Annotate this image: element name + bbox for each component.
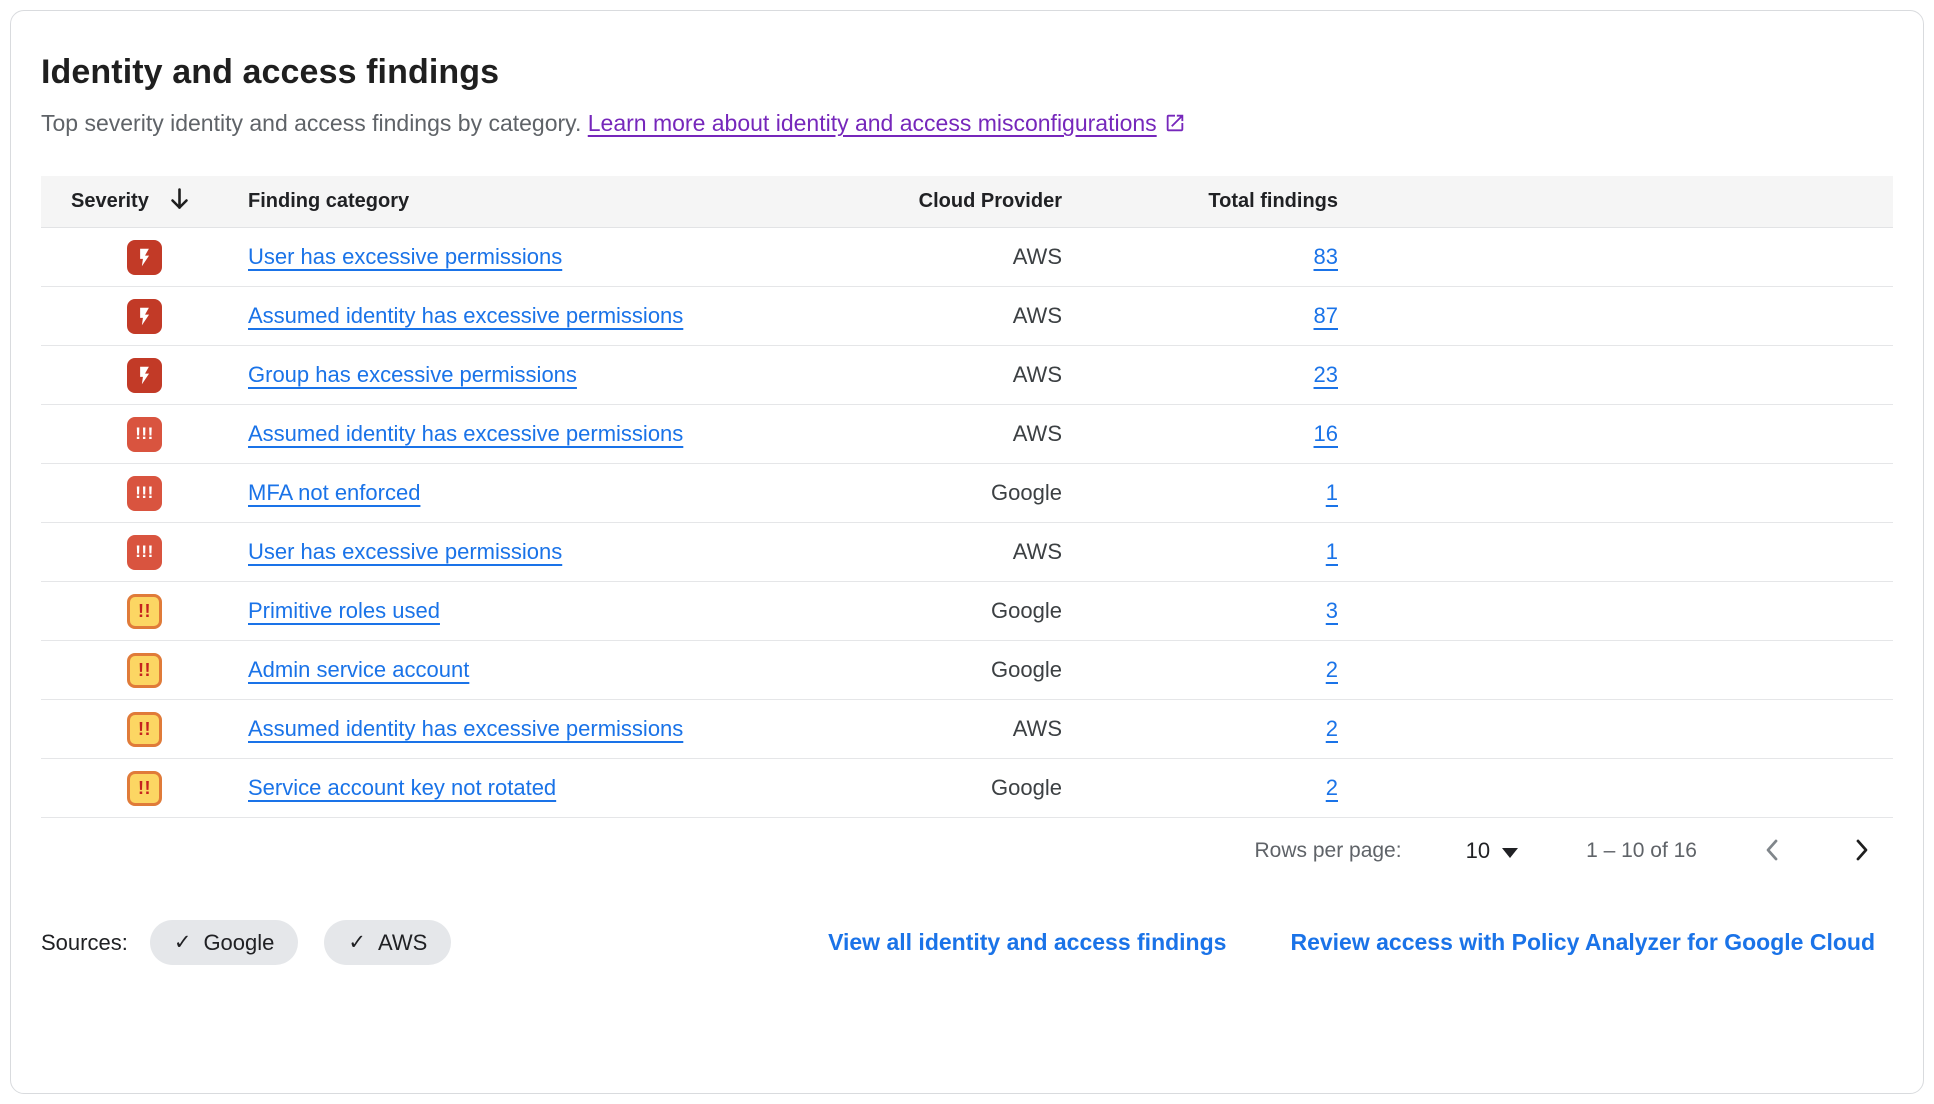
next-page-button[interactable] bbox=[1843, 833, 1879, 869]
chip-label: Google bbox=[203, 929, 275, 955]
column-header-finding-category[interactable]: Finding category bbox=[248, 190, 410, 212]
severity-header-label: Severity bbox=[71, 190, 149, 212]
finding-category-link[interactable]: User has excessive permissions bbox=[248, 539, 563, 564]
learn-more-label: Learn more about identity and access mis… bbox=[587, 110, 1157, 136]
critical-severity-icon bbox=[127, 239, 162, 275]
chip-label: AWS bbox=[378, 929, 428, 955]
lightning-bolt-icon bbox=[140, 307, 150, 325]
finding-category-link[interactable]: MFA not enforced bbox=[248, 480, 421, 505]
sort-descending-icon bbox=[167, 186, 192, 218]
medium-severity-icon: !! bbox=[127, 652, 162, 688]
high-severity-icon: !!! bbox=[127, 416, 162, 452]
finding-category-link[interactable]: Primitive roles used bbox=[248, 598, 440, 623]
cloud-provider-value: Google bbox=[991, 598, 1062, 623]
subtitle-text: Top severity identity and access finding… bbox=[41, 110, 582, 136]
critical-severity-icon bbox=[127, 357, 162, 393]
rows-per-page-value: 10 bbox=[1465, 838, 1491, 863]
total-findings-link[interactable]: 87 bbox=[1313, 303, 1338, 328]
high-severity-icon: !!! bbox=[127, 534, 162, 570]
source-filter-chip-google[interactable]: ✓ Google bbox=[149, 920, 299, 965]
rows-per-page-dropdown[interactable]: 10 bbox=[1460, 837, 1524, 865]
finding-category-link[interactable]: Group has excessive permissions bbox=[248, 362, 577, 387]
total-findings-link[interactable]: 16 bbox=[1313, 421, 1338, 446]
view-all-findings-link[interactable]: View all identity and access findings bbox=[828, 929, 1227, 955]
total-findings-link[interactable]: 3 bbox=[1325, 598, 1338, 623]
rows-per-page-label: Rows per page: bbox=[1254, 839, 1402, 862]
finding-category-link[interactable]: Assumed identity has excessive permissio… bbox=[248, 303, 684, 328]
critical-severity-icon bbox=[127, 298, 162, 334]
table-row: Group has excessive permissions AWS 23 bbox=[41, 346, 1893, 405]
column-header-severity[interactable]: Severity bbox=[41, 186, 248, 218]
footer-bar: Sources: ✓ Google ✓ AWS View all identit… bbox=[41, 920, 1893, 965]
cloud-provider-value: AWS bbox=[1012, 421, 1062, 446]
learn-more-link[interactable]: Learn more about identity and access mis… bbox=[588, 110, 1186, 136]
table-header-row: Severity Finding category Cloud Provider… bbox=[41, 176, 1893, 228]
lightning-bolt-icon bbox=[140, 248, 150, 266]
table-row: !! Assumed identity has excessive permis… bbox=[41, 700, 1893, 759]
column-header-cloud-provider[interactable]: Cloud Provider bbox=[918, 190, 1062, 212]
dropdown-caret-icon bbox=[1502, 847, 1519, 858]
cloud-provider-value: AWS bbox=[1012, 244, 1062, 269]
total-findings-link[interactable]: 23 bbox=[1313, 362, 1338, 387]
total-findings-link[interactable]: 83 bbox=[1313, 244, 1338, 269]
page-title: Identity and access findings bbox=[41, 53, 500, 91]
check-icon: ✓ bbox=[348, 931, 366, 954]
sources-label: Sources: bbox=[41, 929, 128, 955]
table-row: Assumed identity has excessive permissio… bbox=[41, 287, 1893, 346]
total-findings-link[interactable]: 2 bbox=[1325, 657, 1338, 682]
table-body: User has excessive permissions AWS 83 As… bbox=[41, 228, 1893, 818]
total-findings-link[interactable]: 2 bbox=[1325, 775, 1338, 800]
pagination-range-label: 1 – 10 of 16 bbox=[1586, 839, 1697, 862]
footer-links: View all identity and access findings Re… bbox=[828, 929, 1893, 956]
cloud-provider-value: AWS bbox=[1012, 716, 1062, 741]
cloud-provider-value: Google bbox=[991, 775, 1062, 800]
high-severity-icon: !!! bbox=[127, 475, 162, 511]
table-row: User has excessive permissions AWS 83 bbox=[41, 228, 1893, 287]
review-access-policy-analyzer-link[interactable]: Review access with Policy Analyzer for G… bbox=[1290, 929, 1875, 955]
previous-page-button[interactable] bbox=[1755, 833, 1791, 869]
table-row: !! Admin service account Google 2 bbox=[41, 641, 1893, 700]
finding-category-link[interactable]: Service account key not rotated bbox=[248, 775, 557, 800]
chevron-right-icon bbox=[1848, 836, 1874, 867]
total-findings-link[interactable]: 1 bbox=[1325, 539, 1338, 564]
table-row: !!! MFA not enforced Google 1 bbox=[41, 464, 1893, 523]
cloud-provider-value: Google bbox=[991, 480, 1062, 505]
table-row: !!! User has excessive permissions AWS 1 bbox=[41, 523, 1893, 582]
check-icon: ✓ bbox=[173, 931, 192, 954]
lightning-bolt-icon bbox=[140, 366, 150, 384]
finding-category-link[interactable]: Assumed identity has excessive permissio… bbox=[248, 421, 684, 446]
chevron-left-icon bbox=[1760, 836, 1786, 867]
cloud-provider-value: AWS bbox=[1012, 362, 1062, 387]
table-row: !! Service account key not rotated Googl… bbox=[41, 759, 1893, 818]
cloud-provider-value: AWS bbox=[1012, 539, 1062, 564]
finding-category-link[interactable]: Assumed identity has excessive permissio… bbox=[248, 716, 684, 741]
page-subtitle: Top severity identity and access finding… bbox=[41, 110, 1893, 140]
identity-findings-card: Identity and access findings Top severit… bbox=[10, 10, 1924, 1094]
finding-category-link[interactable]: Admin service account bbox=[248, 657, 470, 682]
column-header-total-findings[interactable]: Total findings bbox=[1208, 190, 1338, 212]
cloud-provider-value: AWS bbox=[1012, 303, 1062, 328]
medium-severity-icon: !! bbox=[127, 711, 162, 747]
pagination-bar: Rows per page: 10 1 – 10 of 16 bbox=[41, 818, 1893, 884]
table-row: !!! Assumed identity has excessive permi… bbox=[41, 405, 1893, 464]
total-findings-link[interactable]: 1 bbox=[1325, 480, 1338, 505]
finding-category-link[interactable]: User has excessive permissions bbox=[248, 244, 563, 269]
medium-severity-icon: !! bbox=[127, 770, 162, 806]
open-in-new-icon bbox=[1164, 112, 1186, 140]
cloud-provider-value: Google bbox=[991, 657, 1062, 682]
source-filter-chip-aws[interactable]: ✓ AWS bbox=[324, 920, 452, 965]
total-findings-link[interactable]: 2 bbox=[1325, 716, 1338, 741]
medium-severity-icon: !! bbox=[127, 593, 162, 629]
table-row: !! Primitive roles used Google 3 bbox=[41, 582, 1893, 641]
